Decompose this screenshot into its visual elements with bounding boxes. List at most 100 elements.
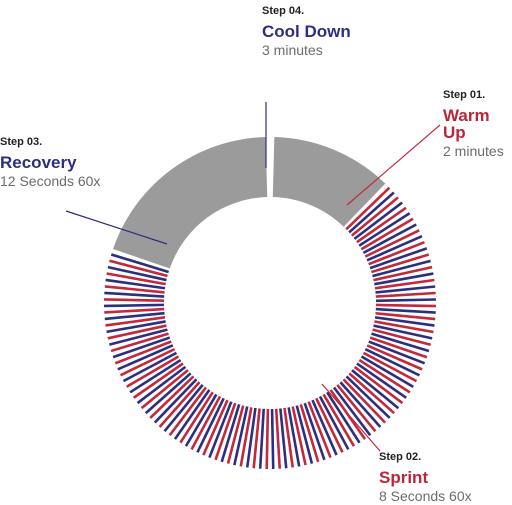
recovery-interval-mark [184,393,218,447]
sprint-interval-mark [358,358,411,394]
sprint-interval-mark [299,404,320,463]
recovery-interval-mark [375,285,436,294]
sprint-interval-mark [307,401,332,459]
recovery-interval-mark [375,298,436,303]
recovery-interval-mark [360,355,414,388]
label-sprint: Step 02. Sprint 8 Seconds 60x [379,451,472,504]
sprint-interval-mark [336,384,377,433]
label-recovery: Step 03. Recovery 12 Seconds 60x [0,136,101,189]
sprint-interval-mark [106,272,166,286]
sprint-interval-mark [372,328,431,346]
sprint-interval-mark [104,285,165,294]
step-name: Recovery [0,153,77,172]
sprint-interval-mark [202,399,229,456]
recovery-interval-mark [364,348,420,377]
sprint-interval-mark [360,217,414,251]
sprint-interval-mark [283,407,295,468]
sprint-interval-mark [109,259,168,278]
sprint-interval-mark [226,405,245,464]
recovery-interval-mark [104,311,165,321]
step-detail: 3 minutes [262,42,323,58]
sprint-interval-mark [214,402,237,461]
recovery-interval-mark [122,351,178,383]
recovery-interval-mark [351,369,400,410]
sprint-interval-mark [149,375,195,419]
recovery-interval-mark [110,253,170,274]
sprint-interval-mark [104,298,165,303]
sprint-interval-mark [350,196,399,237]
cool-down-segment [113,137,268,269]
sprint-interval-mark [114,340,172,365]
label-warm-up: Step 01. Warm Up 2 minutes [443,89,512,159]
step-number: Step 04. [262,5,305,17]
sprint-interval-mark [291,406,307,466]
sprint-interval-mark [179,391,214,444]
step-number: Step 03. [0,136,43,148]
recovery-interval-mark [366,235,423,262]
sprint-interval-mark [345,186,391,231]
sprint-interval-mark [353,365,404,405]
recovery-interval-mark [374,316,435,327]
recovery-interval-mark [369,247,428,270]
sprint-interval-mark [356,206,407,244]
step-name: Warm Up [443,106,490,142]
recovery-interval-mark [258,408,266,469]
sprint-interval-mark [373,265,433,282]
recovery-interval-mark [105,278,166,290]
sprint-interval-mark [126,355,180,388]
recovery-interval-mark [345,375,391,419]
recovery-interval-mark [196,397,225,453]
recovery-interval-mark [318,395,350,450]
recovery-interval-mark [358,212,411,247]
sprint-interval-mark [315,397,344,453]
warm-up-segment [272,137,386,227]
leader-line-sprint [321,383,381,452]
sprint-interval-mark [107,324,167,340]
recovery-interval-mark [163,384,204,433]
label-cool-down: Step 04. Cool Down 3 minutes [262,5,351,58]
step-number: Step 01. [443,89,486,101]
recovery-interval-mark [104,303,165,308]
sprint-interval-mark [132,362,184,399]
sprint-interval-mark [322,393,356,447]
step-name: Sprint [379,468,429,487]
sprint-interval-mark [274,408,282,469]
recovery-interval-mark [136,365,187,405]
step-number: Step 02. [379,451,422,463]
recovery-interval-mark [362,223,417,255]
recovery-interval-mark [173,389,211,440]
recovery-interval-mark [279,408,288,469]
leader-line-recovery [65,210,168,245]
recovery-interval-mark [129,358,182,394]
leader-line-warm-up [346,124,441,206]
recovery-interval-mark [117,344,174,371]
recovery-interval-mark [371,332,430,353]
step-detail: 8 Seconds 60x [379,488,472,504]
recovery-interval-mark [353,201,403,240]
recovery-interval-mark [375,307,436,314]
sprint-interval-mark [375,303,436,308]
sprint-interval-mark [366,344,423,371]
sprint-interval-mark [168,386,207,437]
recovery-interval-mark [372,259,431,278]
sprint-interval-mark [140,369,189,410]
step-detail: 2 minutes [443,143,504,159]
sprint-interval-mark [105,316,166,327]
recovery-interval-mark [348,191,395,234]
recovery-interval-mark [287,407,301,467]
recovery-interval-mark [303,402,326,461]
recovery-interval-mark [339,381,382,428]
step-detail: 12 Seconds 60x [0,173,101,189]
recovery-interval-mark [106,320,166,334]
sprint-interval-mark [342,378,387,424]
sprint-interval-mark [364,229,420,258]
recovery-interval-mark [368,340,426,365]
recovery-interval-mark [326,391,361,444]
sprint-interval-mark [239,407,253,467]
sprint-interval-mark [265,408,270,469]
sprint-interval-mark [374,278,435,290]
recovery-interval-mark [374,272,434,286]
recovery-interval-mark [295,405,314,464]
recovery-interval-mark [311,399,338,456]
